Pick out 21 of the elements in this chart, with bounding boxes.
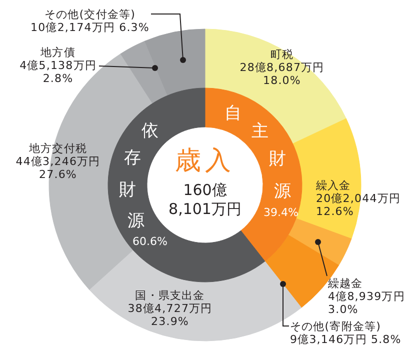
slice-label: 国・県支出金 [135, 289, 205, 302]
slice-label: 地方債 [40, 46, 76, 59]
data-label: 10億2,174万円 6.3% [30, 21, 150, 34]
data-label: 44億3,246万円 27.6% [16, 155, 100, 181]
text: 160億 8,101万円 [168, 181, 242, 218]
data-label: 4億8,939万円 3.0% [328, 290, 405, 316]
slice-label: 町税 [270, 48, 294, 61]
slice-label: 繰越金 [327, 277, 363, 290]
slice-label: 依存財源 [119, 121, 159, 232]
data-label: 28億8,687万円 18.0% [240, 61, 324, 87]
slice-label: その他(寄附金等) [290, 320, 381, 333]
donut-slice [288, 218, 352, 266]
slice-label: 地方交付税 [28, 142, 87, 155]
data-label: 38億4,727万円 23.9% [128, 302, 212, 328]
data-label: 4億5,138万円 2.8% [20, 59, 96, 85]
data-label: 39.4% [264, 206, 298, 219]
data-label: 9億3,146万円 5.8% [290, 333, 402, 346]
slice-label: その他(交付金等) [44, 8, 136, 21]
data-label: 60.6% [132, 235, 168, 248]
donut-slice [204, 28, 346, 144]
slice-label: 繰入金 [315, 179, 351, 192]
